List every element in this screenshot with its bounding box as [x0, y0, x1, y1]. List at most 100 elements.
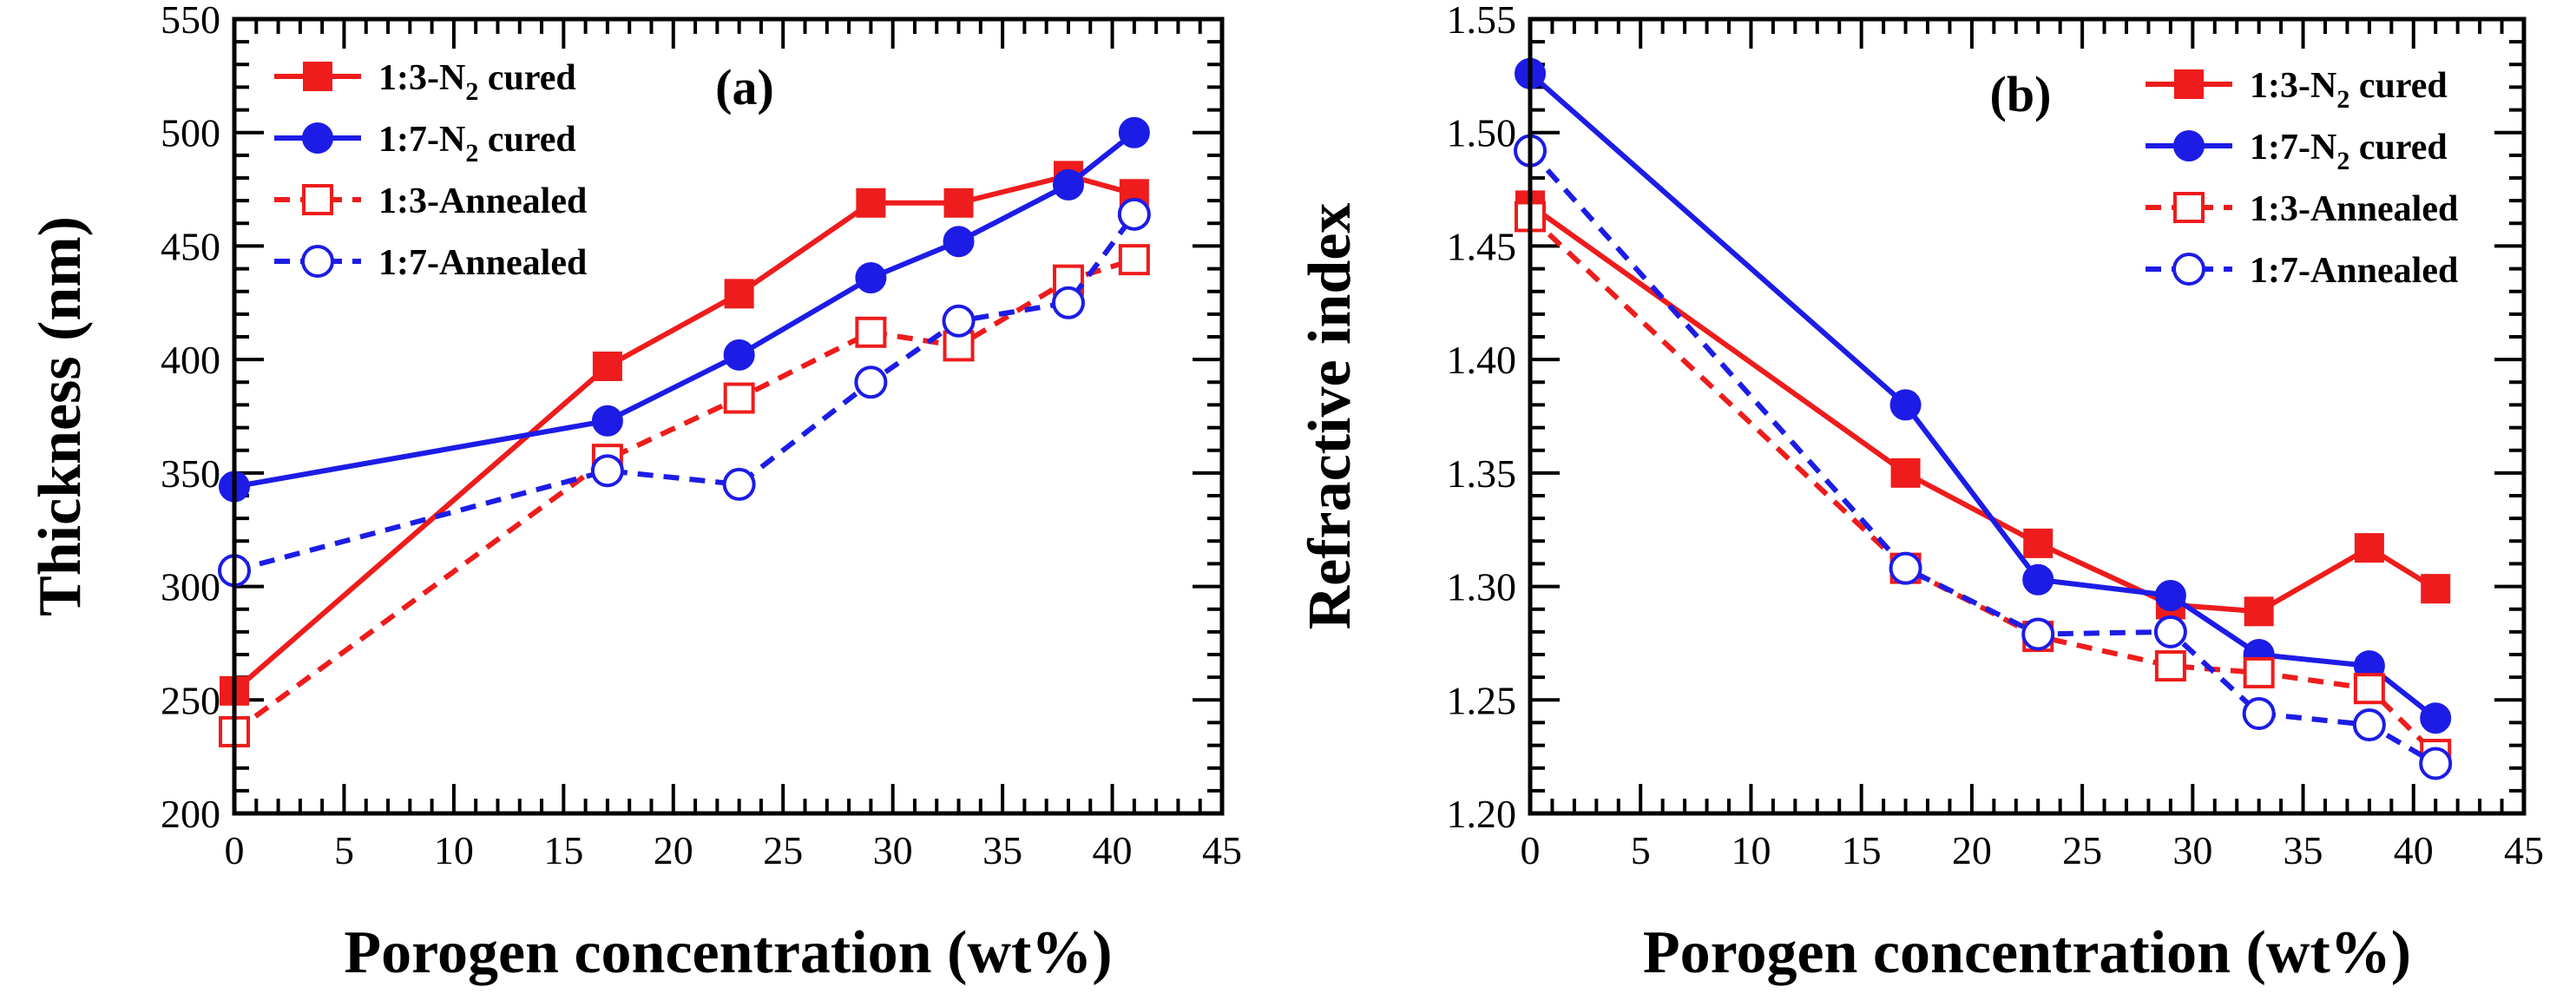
x-tick-label: 15 — [543, 828, 583, 872]
data-point — [855, 262, 887, 294]
data-point — [1889, 389, 1922, 421]
panel-a-thickness-chart: 0 5 10 15 20 25 30 35 40 45 200 250 300 350 400 450 500 5… — [27, 0, 1242, 986]
data-point — [723, 339, 755, 371]
legend-label: 1:7-Annealed — [2250, 251, 2458, 291]
data-point — [1118, 244, 1150, 276]
x-tick-label: 35 — [2284, 828, 2323, 872]
data-point — [2021, 617, 2055, 651]
series-a-3 — [219, 244, 1150, 747]
data-point — [2023, 528, 2054, 558]
data-point — [942, 304, 976, 338]
series-line — [233, 173, 1135, 694]
panel-label: (b) — [1990, 66, 2052, 122]
legend-label: 1:3-N2 cured — [378, 58, 576, 106]
x-tick-label: 0 — [1521, 828, 1541, 872]
x-tick-label: 30 — [2172, 828, 2212, 872]
y-tick-label: 1.20 — [1447, 792, 1517, 836]
series-b-4 — [1514, 134, 2453, 780]
series-a-1 — [220, 161, 1149, 706]
data-point — [2242, 696, 2276, 730]
data-point — [2352, 708, 2386, 742]
x-tick-label: 25 — [763, 828, 803, 872]
data-point — [2420, 702, 2452, 734]
y-tick-label: 1.50 — [1447, 111, 1517, 155]
legend-marker — [2174, 69, 2204, 99]
y-tick-label: 250 — [161, 678, 220, 722]
data-point — [724, 279, 754, 309]
y-tick-label: 1.25 — [1447, 678, 1517, 722]
y-tick-label: 450 — [161, 224, 220, 268]
x-axis-title: Porogen concentration (wt%) — [1643, 919, 2411, 986]
x-tick-label: 40 — [1093, 828, 1133, 872]
data-point — [943, 188, 974, 218]
x-tick-label: 10 — [434, 828, 474, 872]
legend-marker — [303, 62, 332, 91]
x-tick-label: 5 — [334, 828, 354, 872]
plot-frame — [1528, 16, 2527, 816]
data-point — [2243, 656, 2275, 688]
data-point — [2419, 747, 2453, 780]
panel-label: (a) — [715, 59, 774, 115]
data-point — [723, 382, 755, 414]
x-tick-label: 30 — [873, 828, 913, 872]
y-tick-label: 300 — [161, 565, 220, 609]
data-point — [1051, 286, 1085, 319]
y-axis-title: Thickness (nm) — [27, 216, 94, 616]
x-tick-label: 35 — [982, 828, 1022, 872]
data-point — [592, 351, 622, 381]
x-axis-title: Porogen concentration (wt%) — [344, 919, 1112, 986]
legend-marker — [2173, 130, 2205, 161]
legend-a: 1:3-N2 cured 1:7-N2 cured 1:3-Annealed 1:7-… — [274, 58, 587, 283]
data-point — [943, 226, 975, 258]
data-point — [2353, 673, 2385, 705]
axis-ticks-a — [233, 17, 1224, 815]
legend-marker — [2173, 192, 2205, 223]
data-point — [2244, 596, 2274, 627]
series-a-2 — [219, 116, 1150, 503]
legend-marker — [301, 245, 334, 278]
data-point — [1052, 168, 1084, 201]
data-point — [856, 188, 886, 218]
x-tick-label: 45 — [2504, 828, 2544, 872]
legend-label: 1:7-Annealed — [378, 243, 587, 283]
data-point — [1889, 551, 1922, 585]
legend-label: 1:3-N2 cured — [2250, 66, 2448, 114]
legend-label: 1:3-Annealed — [378, 181, 587, 221]
y-tick-label: 500 — [161, 111, 220, 155]
series-line — [233, 213, 1137, 574]
data-point — [2154, 650, 2186, 682]
data-point — [2022, 563, 2054, 596]
y-tick-label: 1.45 — [1447, 224, 1517, 268]
x-tick-label: 45 — [1202, 828, 1242, 872]
legend-b: 1:3-N2 cured 1:7-N2 cured 1:3-Annealed 1:7-… — [2146, 66, 2458, 291]
plot-frame — [232, 16, 1225, 816]
x-tick-label: 20 — [654, 828, 693, 872]
axis-ticks-b — [1528, 17, 2526, 815]
y-tick-label: 550 — [161, 0, 220, 42]
data-point — [1118, 116, 1150, 148]
data-point — [590, 454, 624, 488]
y-tick-label: 1.35 — [1447, 451, 1517, 496]
data-point — [2354, 533, 2384, 563]
legend-marker — [302, 184, 333, 215]
x-tick-label: 40 — [2394, 828, 2434, 872]
x-tick-label: 15 — [1842, 828, 1882, 872]
legend-label: 1:7-N2 cured — [2250, 128, 2448, 175]
data-point — [722, 467, 756, 501]
y-tick-label: 400 — [161, 338, 220, 382]
panel-b-refractive-index-chart: 0 5 10 15 20 25 30 35 40 45 1.20 1.25 1.30 1.35 1.40 1.… — [1297, 0, 2544, 986]
data-point — [1117, 197, 1151, 231]
x-tick-label: 0 — [225, 828, 245, 872]
y-tick-label: 200 — [161, 792, 220, 836]
legend-marker — [302, 122, 333, 154]
y-tick-label: 1.55 — [1447, 0, 1517, 42]
x-tick-label: 5 — [1631, 828, 1651, 872]
legend-label: 1:7-N2 cured — [378, 120, 576, 168]
data-point — [591, 405, 623, 437]
series-line — [1528, 148, 2437, 767]
legend-label: 1:3-Annealed — [2250, 189, 2458, 229]
data-point — [1890, 457, 1921, 488]
y-tick-label: 350 — [161, 451, 220, 496]
legend-marker — [2172, 253, 2205, 286]
data-point — [2154, 580, 2186, 612]
